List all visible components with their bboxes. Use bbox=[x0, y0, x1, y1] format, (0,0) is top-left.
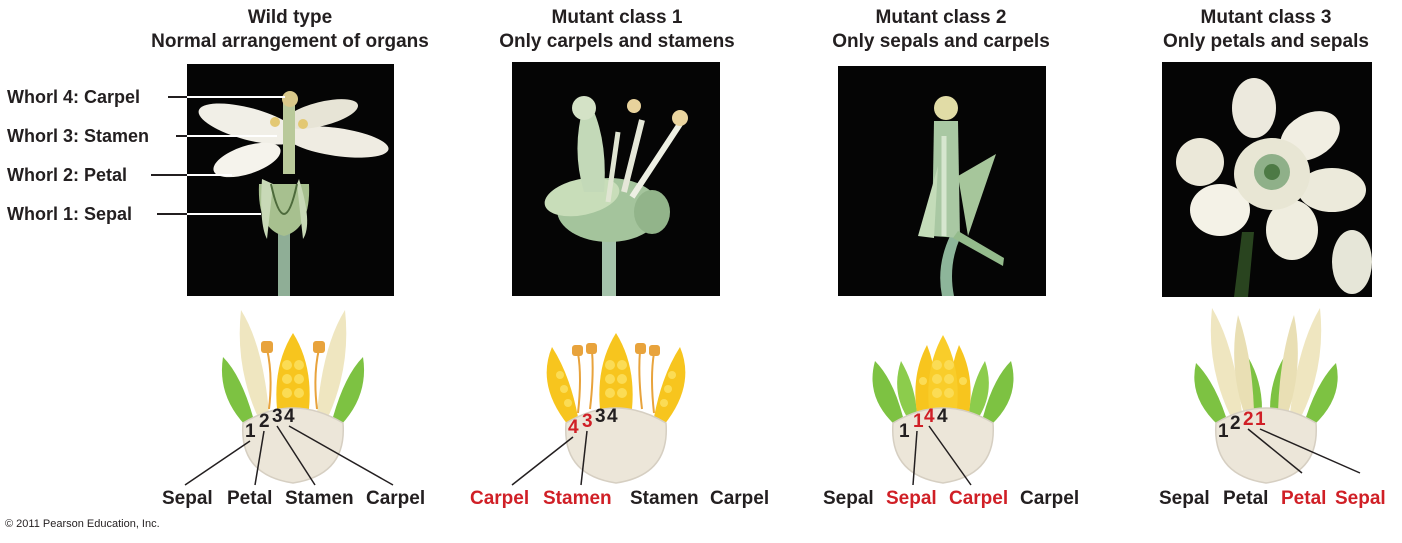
organ-label-sepal: Sepal bbox=[886, 488, 937, 509]
whorl-3-leader-line-on-photo bbox=[187, 135, 277, 137]
petal-shapes bbox=[239, 310, 347, 415]
stamen-shapes bbox=[266, 348, 320, 410]
petal-shape bbox=[1290, 308, 1322, 415]
whorl-1-leader-line bbox=[157, 213, 187, 215]
organ-label-carpel: Carpel bbox=[1020, 488, 1080, 509]
anther bbox=[261, 341, 273, 353]
organ-label-petal: Petal bbox=[1223, 488, 1269, 509]
whorl-number: 1 bbox=[913, 411, 924, 432]
organ-label-sepal: Sepal bbox=[1159, 488, 1210, 509]
whorl-3-leader-line bbox=[176, 135, 187, 137]
panel-subheading: Only carpels and stamens bbox=[499, 31, 735, 52]
whorl-number: 1 bbox=[899, 421, 910, 442]
organ-label-carpel: Carpel bbox=[710, 488, 770, 509]
whorl-2-label: Whorl 2: Petal bbox=[7, 165, 128, 185]
whorl-number: 4 bbox=[924, 406, 935, 427]
whorl-numbers: 1 1 4 4 bbox=[899, 406, 948, 442]
sepal-shape bbox=[969, 361, 989, 417]
panel-subheading: Normal arrangement of organs bbox=[151, 31, 429, 52]
stamen-shapes bbox=[577, 350, 655, 414]
whorl-4-leader-line-on-photo bbox=[187, 96, 285, 98]
whorl-number: 3 bbox=[582, 411, 593, 432]
whorl-1-label: Whorl 1: Sepal bbox=[7, 204, 133, 224]
mutant-class-3-flower-diagram: 1 2 2 1 bbox=[1194, 308, 1361, 484]
whorl-2-leader-line bbox=[151, 174, 187, 176]
receptacle bbox=[242, 407, 344, 484]
organ-label-petal: Petal bbox=[1281, 488, 1327, 509]
whorl-4-label: Whorl 4: Carpel bbox=[7, 87, 141, 107]
whorl-number: 4 bbox=[284, 406, 295, 427]
panel-title-mutant-2: Mutant class 2 Only sepals and carpels bbox=[791, 6, 1091, 54]
panel-heading: Mutant class 3 bbox=[1200, 7, 1332, 28]
mutant-class-3-flower-photo bbox=[1162, 62, 1372, 297]
sepal-shape bbox=[897, 361, 917, 417]
whorl-number: 4 bbox=[937, 406, 948, 427]
sepal-shapes bbox=[221, 357, 365, 425]
organ-leader-lines bbox=[511, 430, 588, 486]
ovules bbox=[919, 360, 967, 398]
anther bbox=[313, 341, 325, 353]
whorl-number: 4 bbox=[568, 417, 579, 438]
whorl-numbers: 4 3 3 4 bbox=[568, 406, 618, 438]
petal-shape bbox=[1234, 315, 1254, 413]
whorl-number: 1 bbox=[245, 421, 256, 442]
panel-title-mutant-3: Mutant class 3 Only petals and sepals bbox=[1116, 6, 1402, 54]
whorl-number: 4 bbox=[607, 406, 618, 427]
sepal-shape bbox=[983, 361, 1014, 425]
organ-label-sepal: Sepal bbox=[1335, 488, 1386, 509]
carpel-shape bbox=[928, 335, 958, 409]
whorl-1-leader-line-on-photo bbox=[187, 213, 261, 215]
panel-title-wild-type: Wild type Normal arrangement of organs bbox=[140, 6, 440, 54]
mutant-class-1-flower-diagram: 4 3 3 4 bbox=[511, 333, 686, 486]
panel-heading: Wild type bbox=[247, 7, 333, 28]
whorl-number: 2 bbox=[1230, 413, 1241, 434]
whorl-number: 3 bbox=[595, 406, 606, 427]
organ-label-carpel: Carpel bbox=[949, 488, 1009, 509]
panel-heading: Mutant class 2 bbox=[875, 7, 1007, 28]
copyright-notice: © 2011 Pearson Education, Inc. bbox=[5, 518, 160, 530]
whorl-2-leader-line-on-photo bbox=[187, 174, 232, 176]
organ-label-sepal: Sepal bbox=[162, 488, 213, 509]
organ-leader-lines bbox=[184, 425, 394, 486]
organ-label-carpel: Carpel bbox=[470, 488, 530, 509]
panel-subheading: Only sepals and carpels bbox=[832, 31, 1050, 52]
carpel-shape bbox=[599, 333, 633, 409]
ovules bbox=[605, 360, 627, 398]
sepal-shape bbox=[872, 361, 903, 425]
organ-label-sepal: Sepal bbox=[823, 488, 874, 509]
organ-label-stamen: Stamen bbox=[630, 488, 699, 509]
whorl-numbers: 1 2 3 4 bbox=[245, 406, 295, 442]
receptacle bbox=[565, 407, 667, 484]
petal-shape bbox=[1210, 308, 1242, 415]
organ-leader-lines bbox=[912, 425, 972, 486]
panel-title-mutant-1: Mutant class 1 Only carpels and stamens bbox=[467, 6, 767, 54]
sepal-shape bbox=[1194, 363, 1226, 425]
ovules bbox=[282, 360, 304, 398]
whorl-number: 3 bbox=[272, 406, 283, 427]
sepal-shape bbox=[1306, 363, 1338, 425]
mutant-class-2-flower-diagram: 1 1 4 4 bbox=[872, 335, 1014, 486]
panel-heading: Mutant class 1 bbox=[551, 7, 683, 28]
whorl-number: 2 bbox=[1243, 409, 1254, 430]
organ-label-stamen: Stamen bbox=[285, 488, 354, 509]
anthers bbox=[572, 343, 660, 356]
carpel-shape bbox=[276, 333, 310, 409]
organ-label-petal: Petal bbox=[227, 488, 273, 509]
whorl-number: 2 bbox=[259, 411, 270, 432]
panel-subheading: Only petals and sepals bbox=[1163, 31, 1369, 52]
ovules bbox=[556, 371, 676, 407]
organ-label-stamen: Stamen bbox=[543, 488, 612, 509]
whorl-numbers: 1 2 2 1 bbox=[1218, 409, 1266, 442]
petal-shape bbox=[1278, 315, 1298, 413]
wild-type-flower-photo bbox=[187, 64, 394, 296]
whorl-number: 1 bbox=[1218, 421, 1229, 442]
whorl-4-leader-line bbox=[168, 96, 187, 98]
mutant-class-2-flower-photo bbox=[838, 66, 1046, 296]
organ-leader-lines bbox=[1247, 428, 1361, 474]
whorl-3-label: Whorl 3: Stamen bbox=[7, 126, 150, 146]
whorl-number: 1 bbox=[1255, 409, 1266, 430]
mutant-class-1-flower-photo bbox=[512, 62, 720, 296]
wild-type-flower-diagram: 1 2 3 4 bbox=[184, 310, 394, 486]
organ-label-carpel: Carpel bbox=[366, 488, 426, 509]
